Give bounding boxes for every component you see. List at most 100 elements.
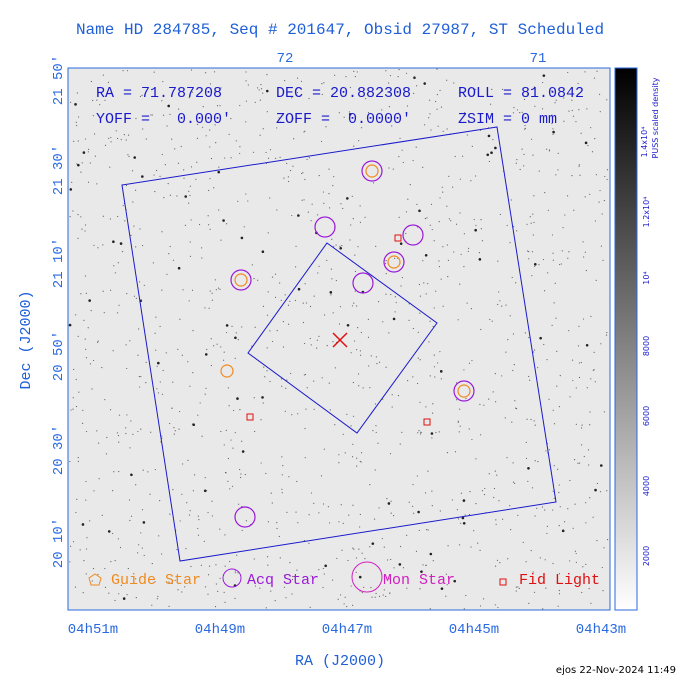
star-dot	[307, 211, 309, 213]
fov-boxes	[121, 126, 557, 562]
star-dot	[456, 509, 458, 511]
star-dot	[205, 387, 207, 389]
star-dot	[245, 193, 247, 195]
star-dot	[112, 489, 114, 492]
star-dot	[587, 144, 589, 147]
star-dot	[505, 304, 507, 306]
star-dot	[368, 365, 370, 367]
star-dot	[399, 545, 402, 548]
star-dot	[507, 558, 509, 560]
star-dot	[72, 397, 74, 399]
star-dot	[566, 195, 569, 197]
star-dot	[308, 97, 310, 100]
star-dot	[428, 117, 430, 119]
star-dot	[77, 214, 79, 216]
star-dot	[259, 587, 261, 589]
star-dot	[484, 487, 486, 490]
star-dot	[318, 569, 320, 571]
star-dot	[390, 500, 392, 502]
star-dot	[305, 408, 307, 410]
star-dot	[192, 330, 194, 332]
star-dot	[112, 240, 115, 244]
star-dot	[426, 217, 428, 219]
star-dot	[253, 558, 255, 560]
star-dot	[152, 262, 154, 264]
star-dot	[247, 200, 249, 202]
star-dot	[131, 170, 134, 172]
star-dot	[80, 293, 82, 295]
star-dot	[119, 242, 123, 245]
star-dot	[118, 441, 120, 443]
star-dot	[161, 289, 163, 291]
star-dot	[357, 373, 360, 375]
star-dot	[412, 483, 414, 486]
star-dot	[149, 493, 151, 495]
star-dot	[346, 323, 350, 327]
star-dot	[87, 327, 89, 329]
star-dot	[525, 457, 528, 460]
star-dot	[450, 220, 452, 222]
star-dot	[138, 376, 141, 378]
star-dot	[346, 197, 349, 200]
star-dot	[601, 213, 603, 215]
star-dot	[372, 182, 375, 184]
star-dot	[204, 477, 206, 479]
x-axis-label: RA (J2000)	[295, 653, 385, 670]
star-dot	[417, 331, 419, 333]
star-dot	[491, 320, 493, 322]
star-dot	[524, 124, 526, 127]
star-dot	[407, 379, 409, 382]
star-dot	[558, 589, 560, 592]
star-dot	[150, 114, 152, 116]
star-dot	[332, 185, 334, 187]
star-dot	[239, 152, 241, 155]
star-dot	[446, 128, 448, 130]
star-dot	[161, 100, 163, 102]
star-dot	[559, 375, 561, 377]
star-dot	[493, 496, 495, 499]
star-dot	[105, 453, 108, 455]
star-dot	[119, 546, 122, 549]
star-dot	[168, 581, 170, 583]
star-dot	[600, 343, 602, 345]
star-dot	[303, 131, 305, 133]
star-dot	[295, 511, 297, 513]
star-dot	[321, 93, 323, 96]
star-dot	[70, 409, 72, 411]
star-dot	[265, 472, 267, 475]
star-dot	[338, 112, 340, 114]
star-dot	[571, 175, 573, 177]
star-dot	[211, 292, 213, 294]
star-dot	[392, 168, 394, 170]
star-dot	[419, 433, 422, 435]
star-dot	[524, 127, 526, 130]
star-dot	[243, 226, 245, 228]
star-dot	[181, 354, 183, 356]
star-dot	[266, 347, 268, 349]
star-dot	[534, 460, 536, 462]
star-dot	[239, 409, 241, 411]
star-dot	[133, 156, 137, 159]
star-dot	[303, 374, 305, 376]
star-dot	[234, 597, 236, 600]
star-dot	[174, 430, 176, 432]
star-dot	[191, 91, 193, 93]
star-dot	[533, 420, 535, 422]
star-dot	[286, 511, 288, 513]
star-dot	[313, 380, 315, 382]
star-dot	[210, 157, 213, 160]
star-dot	[434, 376, 436, 378]
star-dot	[335, 279, 337, 282]
star-dot	[201, 247, 203, 249]
star-dot	[165, 352, 167, 354]
star-dot	[135, 297, 137, 300]
star-dot	[552, 562, 554, 565]
star-dot	[514, 482, 516, 484]
star-dot	[420, 570, 423, 573]
star-dot	[468, 362, 471, 364]
star-dot	[297, 214, 300, 217]
star-dot	[398, 68, 400, 71]
star-dot	[267, 564, 269, 566]
star-dot	[83, 560, 85, 562]
star-dot	[457, 319, 459, 321]
